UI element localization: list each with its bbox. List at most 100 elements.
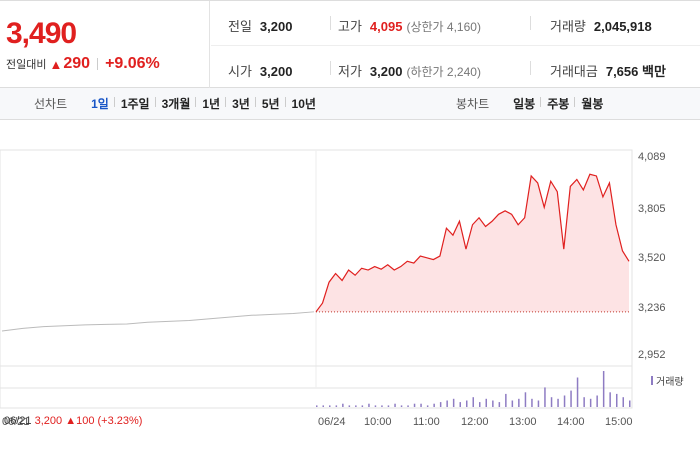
prev-day-date: 06/21 (4, 415, 32, 427)
volume-bar (446, 400, 448, 407)
volume-bar (629, 400, 631, 407)
y-tick-label: 3,805 (638, 203, 666, 215)
prev-day-close: 3,200 (34, 415, 63, 427)
candle-chart-title: 봉차트 (456, 97, 490, 111)
volume-bar (505, 393, 507, 407)
tab-1y[interactable]: 1년 (195, 95, 226, 112)
stat-label: 거래량 (550, 19, 586, 34)
volume-bar (609, 392, 611, 407)
tab-3m[interactable]: 3개월 (154, 95, 197, 112)
volume-bar (570, 390, 572, 407)
stat-volume: 거래량 2,045,918 (550, 16, 652, 35)
tab-monthly[interactable]: 월봉 (574, 95, 609, 112)
volume-bar (557, 398, 559, 407)
volume-bar (335, 405, 338, 407)
volume-plot-frame (0, 365, 633, 409)
stat-value: 3,200 (369, 64, 403, 79)
volume-bar (622, 397, 624, 407)
volume-bar (413, 403, 416, 407)
stat-label: 시가 (228, 64, 252, 79)
stat-value: 3,200 (259, 19, 293, 34)
previous-day-line (1, 311, 315, 332)
volume-bars (316, 371, 631, 407)
volume-bar (381, 405, 383, 407)
volume-bar (596, 395, 598, 407)
tab-1w[interactable]: 1주일 (113, 95, 156, 112)
up-triangle-icon: ▲ (49, 56, 63, 72)
stat-open: 시가 3,200 (228, 61, 292, 80)
volume-bar (576, 377, 579, 407)
volume-bar (316, 405, 318, 407)
change-label: 전일대비 (6, 59, 47, 71)
volume-bar (466, 400, 468, 407)
y-tick-label: 3,236 (638, 302, 666, 314)
today-area-fill (316, 174, 629, 312)
y-tick-label: 2,952 (638, 349, 666, 361)
volume-bar (524, 392, 527, 407)
stat-label: 전일 (228, 19, 252, 34)
volume-bar (511, 400, 514, 407)
volume-bar (544, 387, 546, 407)
volume-bar (479, 402, 481, 407)
upper-limit: (상한가 4,160) (406, 20, 481, 34)
prev-day-change-pct: (+3.23%) (97, 415, 143, 427)
prev-day-change: 100 (76, 415, 95, 427)
stat-value: 3,200 (259, 64, 293, 79)
volume-bar (439, 402, 442, 407)
stat-value: 4,095 (369, 19, 403, 34)
x-tick-label: 10:00 (364, 416, 392, 428)
x-tick-label: 06/21 (2, 416, 30, 428)
volume-bar (459, 402, 461, 407)
divider (330, 61, 331, 75)
volume-bar (368, 403, 370, 407)
prev-day-summary: 06/21 3,200 ▲100 (+3.23%) (4, 415, 142, 427)
volume-bar (531, 398, 533, 407)
volume-bar (498, 402, 501, 407)
volume-bar (563, 395, 566, 407)
volume-bar (537, 400, 540, 407)
price-box: 3,490 전일대비 ▲ 290 +9.06% (0, 1, 210, 88)
volume-bar (589, 398, 592, 407)
volume-bar (420, 403, 422, 407)
y-tick-label: 3,520 (638, 252, 666, 264)
line-chart-title: 선차트 (34, 97, 68, 111)
today-price-line (315, 173, 630, 313)
stat-prev-close: 전일 3,200 (228, 16, 292, 35)
tab-3y[interactable]: 3년 (225, 95, 256, 112)
volume-bar (348, 405, 351, 407)
divider (330, 16, 331, 30)
x-tick-label: 14:00 (557, 416, 585, 428)
stat-high: 고가 4,095 (상한가 4,160) (338, 16, 481, 35)
tab-weekly[interactable]: 주봉 (540, 95, 575, 112)
tab-1d[interactable]: 1일 (91, 97, 109, 111)
volume-bar (400, 405, 403, 407)
volume-bar (518, 398, 520, 407)
volume-bar (583, 397, 585, 407)
stat-value: 7,656 백만 (605, 64, 666, 79)
change-percent: +9.06% (105, 55, 160, 72)
volume-legend: 거래량 (651, 373, 684, 388)
stat-turnover: 거래대금 7,656 백만 (550, 61, 666, 80)
volume-bar (322, 405, 324, 407)
change-value: 290 (63, 55, 91, 72)
stat-value: 2,045,918 (593, 19, 652, 34)
stat-low: 저가 3,200 (하한가 2,240) (338, 61, 481, 80)
x-tick-label: 11:00 (413, 416, 440, 428)
volume-bar (329, 405, 331, 407)
y-tick-label: 4,089 (638, 151, 666, 163)
x-tick-label: 13:00 (509, 416, 537, 428)
tab-daily[interactable]: 일봉 (513, 97, 536, 111)
volume-bar (407, 405, 409, 407)
quote-header: 3,490 전일대비 ▲ 290 +9.06% 전일 3,200 고가 4,09… (0, 0, 700, 88)
volume-bar (361, 405, 364, 407)
tab-5y[interactable]: 5년 (254, 95, 286, 112)
lower-limit: (하한가 2,240) (406, 65, 481, 79)
chart-tabs: 선차트 1일 1주일 3개월 1년 3년 5년 10년 봉차트 일봉 주봉 월봉 (0, 88, 700, 120)
tab-10y[interactable]: 10년 (284, 95, 322, 112)
volume-bar (355, 405, 357, 407)
candle-chart-tabs: 봉차트 일봉 주봉 월봉 (456, 88, 609, 119)
volume-bar (616, 393, 618, 407)
volume-bar (485, 398, 487, 407)
volume-bar (472, 397, 474, 407)
up-triangle-icon: ▲ (65, 415, 77, 427)
